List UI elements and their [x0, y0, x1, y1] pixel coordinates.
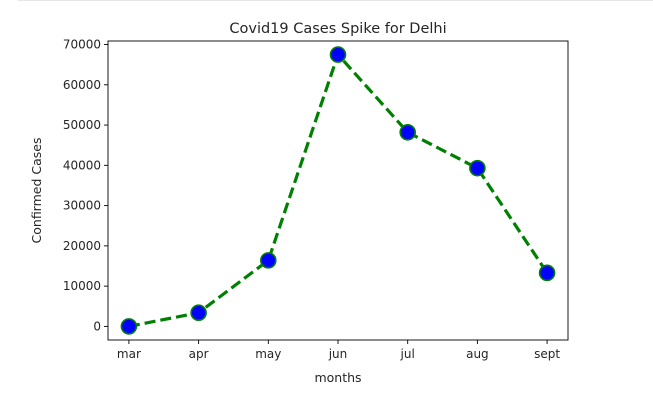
- x-tick-label: jun: [328, 347, 348, 361]
- y-tick-label: 70000: [63, 38, 101, 52]
- x-tick-label: aug: [466, 347, 489, 361]
- data-point: [538, 264, 556, 282]
- data-point: [190, 304, 207, 322]
- cell-divider: [18, 0, 653, 1]
- y-tick-label: 60000: [63, 78, 101, 92]
- y-tick-label: 0: [93, 319, 101, 333]
- y-tick-label: 40000: [63, 158, 101, 172]
- x-tick-label: jul: [400, 347, 415, 361]
- data-point: [260, 252, 277, 269]
- data-point: [120, 318, 138, 335]
- y-tick-label: 20000: [63, 239, 101, 253]
- y-tick-label: 50000: [63, 118, 101, 132]
- series-line: [128, 52, 549, 328]
- data-point: [469, 159, 486, 177]
- plot-frame: [107, 40, 569, 341]
- data-point: [329, 46, 347, 63]
- y-axis-label: Confirmed Cases: [29, 138, 44, 244]
- x-tick-label: mar: [117, 347, 141, 361]
- x-axis-label: months: [314, 370, 361, 385]
- y-tick-label: 10000: [63, 279, 101, 293]
- x-tick-label: may: [255, 347, 281, 361]
- y-tick-label: 30000: [63, 199, 101, 213]
- x-tick-label: apr: [189, 347, 209, 361]
- chart-title: Covid19 Cases Spike for Delhi: [229, 21, 446, 37]
- x-tick-label: sept: [534, 347, 560, 361]
- data-point: [399, 124, 416, 141]
